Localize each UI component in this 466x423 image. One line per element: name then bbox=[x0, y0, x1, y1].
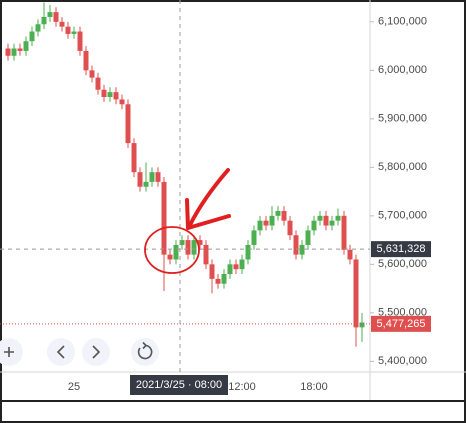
candle-body bbox=[35, 24, 41, 32]
candle-body bbox=[47, 12, 53, 17]
candle-body bbox=[305, 230, 311, 245]
highlight-circle bbox=[144, 226, 200, 274]
candle-body bbox=[323, 215, 329, 226]
candle-body bbox=[23, 41, 29, 51]
candle-body bbox=[275, 210, 281, 216]
candle-body bbox=[179, 240, 185, 245]
y-tick-label: 6,000,000 bbox=[378, 64, 427, 76]
candle-body bbox=[143, 181, 149, 187]
y-tick-label: 5,400,000 bbox=[378, 355, 427, 367]
candle-body bbox=[191, 240, 197, 255]
candle-body bbox=[29, 31, 35, 42]
candle-body bbox=[233, 264, 239, 270]
candle-body bbox=[113, 92, 119, 100]
arrow-head bbox=[185, 198, 231, 230]
candle-body bbox=[41, 16, 47, 25]
y-tick-label: 5,800,000 bbox=[378, 161, 427, 173]
candle-body bbox=[281, 210, 287, 221]
candle-body bbox=[131, 143, 137, 173]
reset-icon bbox=[142, 341, 148, 350]
candle-body bbox=[137, 172, 143, 187]
candle-body bbox=[353, 259, 359, 328]
crosshair-time-box bbox=[130, 375, 228, 395]
candle-body bbox=[239, 259, 245, 270]
candle-body bbox=[197, 240, 203, 245]
x-tick-label: 18:00 bbox=[300, 381, 328, 393]
candle-body bbox=[59, 21, 65, 27]
y-tick-label: 5,600,000 bbox=[378, 258, 427, 270]
left-icon bbox=[56, 345, 65, 359]
crosshair-time-label: 2021/3/25 · 08:00 bbox=[136, 379, 222, 391]
reset-icon bbox=[137, 344, 153, 360]
candle-body bbox=[209, 264, 215, 279]
last-price-box bbox=[371, 315, 431, 332]
arrow bbox=[188, 168, 230, 227]
reset-button[interactable] bbox=[131, 338, 159, 366]
candle-body bbox=[227, 264, 233, 275]
candle-body bbox=[95, 77, 101, 90]
candle-body bbox=[149, 172, 155, 182]
plus-icon bbox=[4, 347, 14, 357]
candle-body bbox=[287, 220, 293, 236]
last-price-label: 5,477,265 bbox=[377, 318, 426, 330]
candle-body bbox=[5, 48, 11, 56]
y-tick-label: 5,900,000 bbox=[378, 113, 427, 125]
candle-body bbox=[89, 70, 95, 78]
y-tick-label: 5,700,000 bbox=[378, 210, 427, 222]
candle-body bbox=[341, 215, 347, 250]
candle-body bbox=[221, 274, 227, 284]
candle-body bbox=[83, 50, 89, 71]
candle-body bbox=[77, 31, 83, 51]
candle-body bbox=[173, 244, 179, 260]
x-tick-label: 25 bbox=[68, 381, 80, 393]
y-tick-label: 6,100,000 bbox=[378, 16, 427, 28]
candle-body bbox=[65, 26, 71, 34]
candle-body bbox=[125, 104, 131, 144]
candle-body bbox=[119, 99, 125, 105]
candle-body bbox=[245, 244, 251, 260]
candle-body bbox=[185, 240, 191, 255]
candle-body bbox=[107, 92, 113, 98]
controls bbox=[0, 338, 159, 366]
candle-body bbox=[335, 215, 341, 221]
scroll-right-button[interactable] bbox=[82, 338, 110, 366]
candle-body bbox=[251, 230, 257, 245]
candle-body bbox=[317, 215, 323, 221]
y-tick-label: 5,500,000 bbox=[378, 307, 427, 319]
candle-body bbox=[311, 220, 317, 231]
candle-body bbox=[17, 48, 23, 51]
annotation bbox=[144, 168, 231, 274]
candle-body bbox=[203, 244, 209, 265]
candle-body bbox=[329, 220, 335, 226]
candle-body bbox=[11, 48, 17, 56]
candle-body bbox=[347, 249, 353, 260]
right-icon bbox=[92, 345, 101, 359]
candle-body bbox=[167, 254, 173, 260]
candle-body bbox=[155, 172, 161, 182]
crosshair-price-label: 5,631,328 bbox=[377, 243, 426, 255]
plot bbox=[5, 2, 365, 347]
crosshair-price-box bbox=[371, 241, 431, 258]
candle-body bbox=[53, 12, 59, 22]
candle-body bbox=[71, 31, 77, 34]
candle-body bbox=[257, 220, 263, 231]
candle-body bbox=[359, 322, 365, 328]
candle-body bbox=[101, 89, 107, 98]
candle-body bbox=[161, 181, 167, 255]
candle-body bbox=[215, 278, 221, 284]
x-tick-label: 12:00 bbox=[228, 381, 256, 393]
candle-body bbox=[299, 244, 305, 255]
candle-body bbox=[263, 220, 269, 226]
candle-body bbox=[269, 215, 275, 226]
candle-body bbox=[293, 235, 299, 255]
scroll-left-button[interactable] bbox=[47, 338, 75, 366]
